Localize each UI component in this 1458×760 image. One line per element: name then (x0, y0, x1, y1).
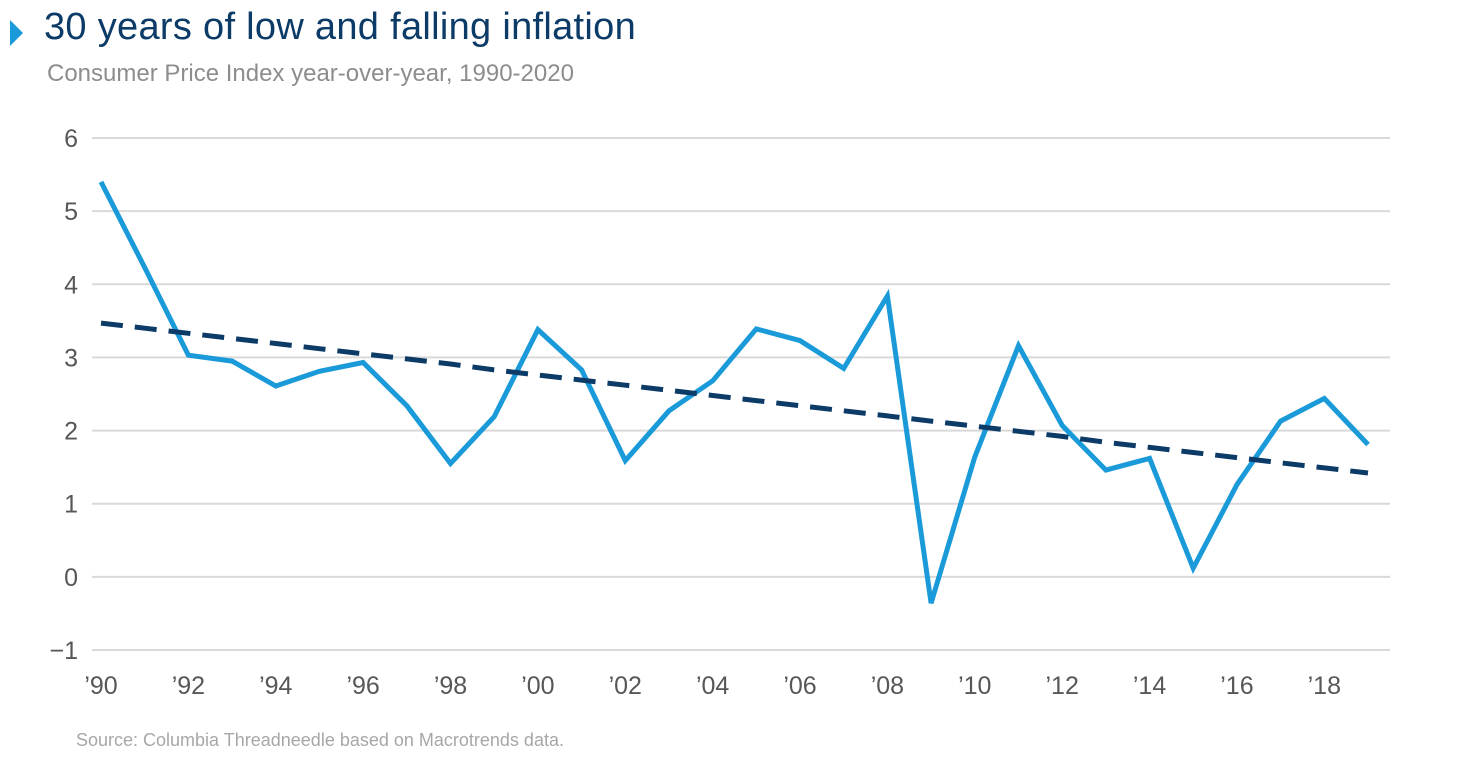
y-tick-label: 5 (64, 198, 78, 226)
x-tick-label: ’06 (783, 672, 816, 700)
x-tick-label: ’94 (259, 672, 292, 700)
source-note: Source: Columbia Threadneedle based on M… (76, 730, 564, 750)
grid-lines (92, 137, 1390, 651)
y-tick-label: 1 (64, 491, 78, 519)
cpi-line (98, 180, 1370, 604)
chart-title: 30 years of low and falling inflation (44, 6, 637, 48)
y-axis-labels: −1 0 1 2 3 4 5 6 (49, 125, 78, 665)
series-group (98, 180, 1370, 604)
y-tick-label: 0 (64, 564, 78, 592)
title-marker-icon (10, 20, 23, 46)
y-tick-label: 6 (64, 125, 78, 153)
x-tick-label: ’14 (1133, 672, 1166, 700)
x-tick-label: ’90 (84, 672, 117, 700)
x-tick-label: ’10 (958, 672, 991, 700)
x-tick-label: ’16 (1220, 672, 1253, 700)
y-tick-label: 4 (64, 271, 78, 299)
x-tick-label: ’92 (172, 672, 205, 700)
x-tick-label: ’98 (434, 672, 467, 700)
x-tick-label: ’00 (521, 672, 554, 700)
x-tick-label: ’12 (1045, 672, 1078, 700)
x-tick-label: ’96 (346, 672, 379, 700)
x-tick-label: ’18 (1308, 672, 1341, 700)
x-tick-label: ’04 (696, 672, 729, 700)
x-axis-labels: ’90 ’92 ’94 ’96 ’98 ’00 ’02 ’04 ’06 ’08 ’10 ’12 ’14 ’… (84, 672, 1341, 700)
y-tick-label: −1 (49, 637, 78, 665)
y-tick-label: 2 (64, 418, 78, 446)
x-tick-label: ’02 (609, 672, 642, 700)
chart-subtitle: Consumer Price Index year-over-year, 199… (47, 60, 574, 87)
x-tick-label: ’08 (871, 672, 904, 700)
trend-line (100, 320, 1369, 476)
y-tick-label: 3 (64, 344, 78, 372)
